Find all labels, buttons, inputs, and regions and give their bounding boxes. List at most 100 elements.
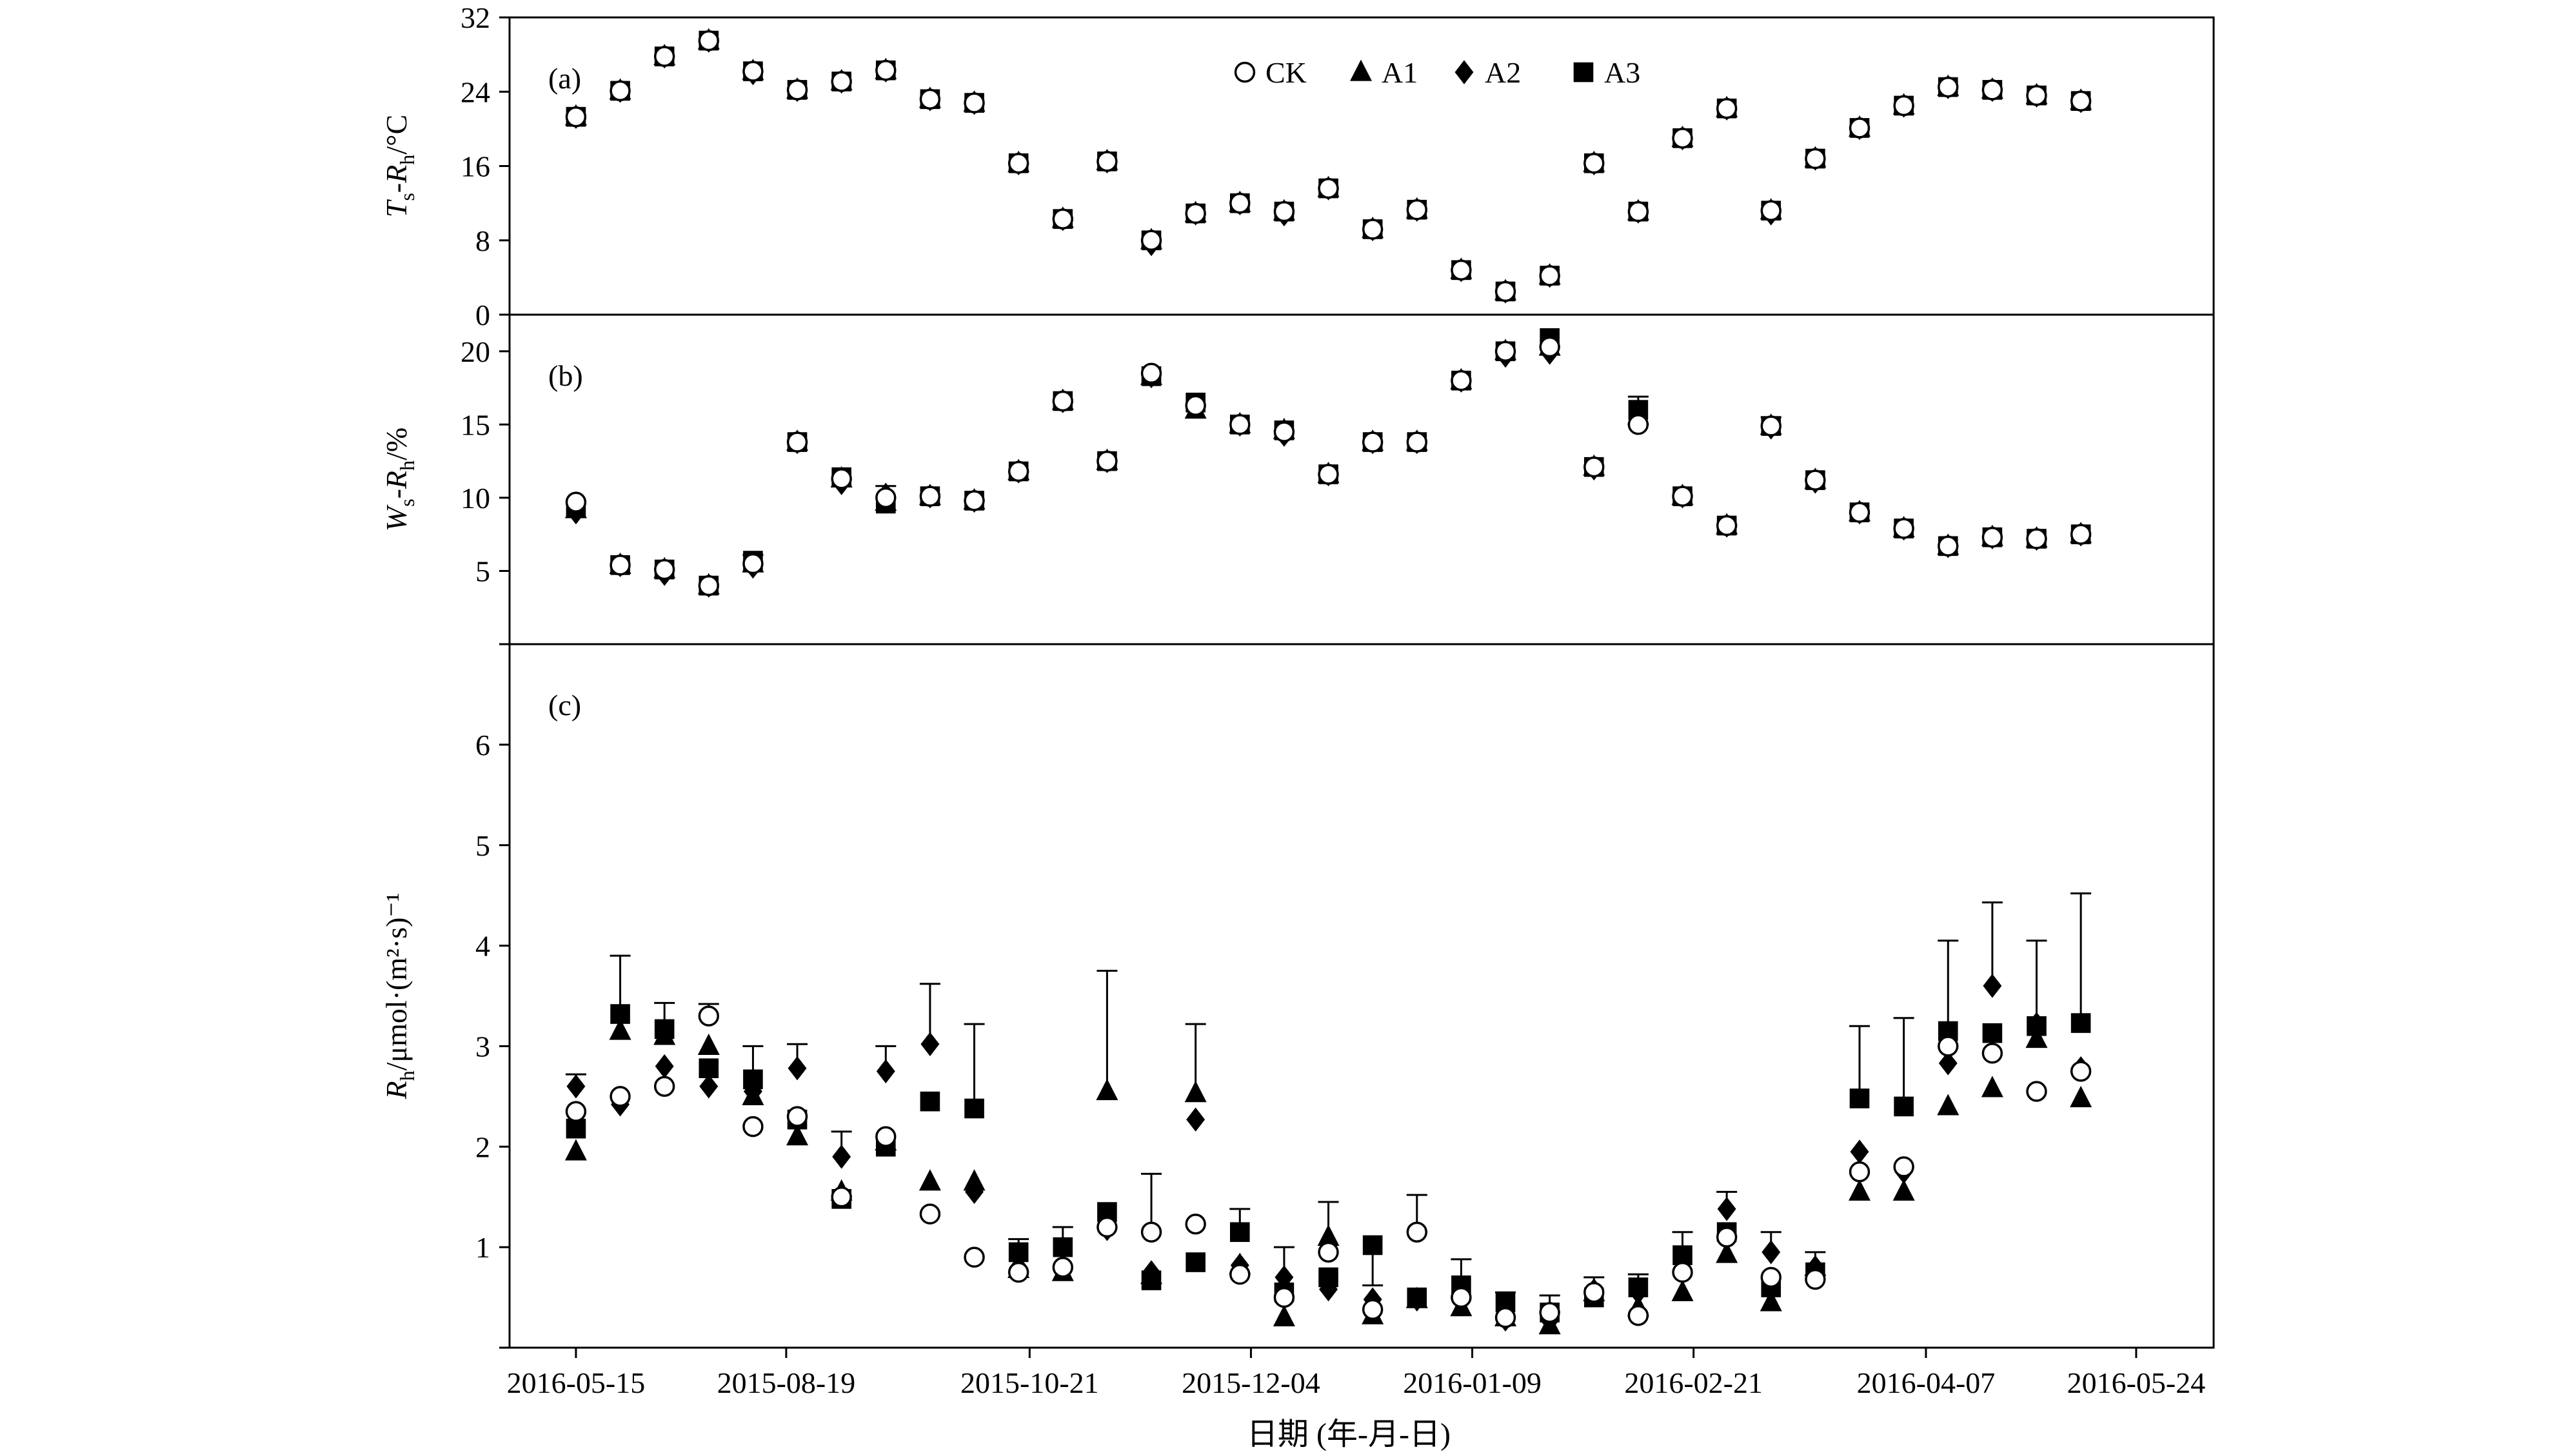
point-ck [831, 71, 852, 92]
panel-1-frame [508, 313, 2215, 645]
point-a1 [1096, 1079, 1118, 1101]
point-a2 [788, 1056, 807, 1081]
point-ck [875, 487, 897, 509]
panel-2-ytick-label: 4 [475, 930, 490, 963]
point-a2 [876, 1059, 895, 1084]
point-ck [1494, 1307, 1516, 1328]
point-ck [1052, 390, 1073, 412]
point-ck [1494, 280, 1516, 302]
point-ck [1007, 460, 1029, 482]
point-a1 [697, 1033, 720, 1056]
panel-1-ytick-label: 20 [461, 335, 490, 368]
point-ck [1406, 1221, 1427, 1243]
point-ck [1716, 515, 1738, 536]
point-ck [1318, 1241, 1339, 1263]
panel-0-ytick-label: 24 [461, 75, 490, 108]
point-a1 [1273, 1304, 1295, 1326]
point-a3 [1362, 1235, 1383, 1255]
point-ck [2026, 1081, 2047, 1102]
point-ck [875, 59, 897, 81]
point-ck [1318, 177, 1339, 199]
point-ck [1938, 535, 1959, 557]
panel-1-label: (b) [548, 359, 583, 392]
point-a1 [1716, 1241, 1738, 1263]
point-ck [964, 490, 985, 511]
point-a1 [1760, 1290, 1782, 1312]
point-ck [742, 1116, 764, 1137]
point-a2 [1186, 1107, 1206, 1132]
point-ck [1627, 201, 1649, 222]
point-ck [610, 555, 631, 576]
x-axis-title: 日期 (年-月-日) [1247, 1417, 1451, 1451]
point-ck [1229, 192, 1251, 214]
panel-0-ylabel: Ts-Rh/°C [380, 115, 419, 218]
panel-2-ytick-label: 1 [475, 1231, 490, 1264]
point-a1 [1538, 1313, 1561, 1335]
point-a2 [1275, 1265, 1294, 1290]
point-ck [1760, 1266, 1781, 1288]
point-a2 [1629, 1280, 1648, 1304]
panel-2-label: (c) [548, 689, 581, 722]
point-a3 [1186, 1252, 1206, 1272]
point-ck [2026, 528, 2047, 549]
point-ck [831, 468, 852, 489]
point-a2 [2027, 1012, 2046, 1036]
point-a1 [2025, 1026, 2048, 1048]
point-a1 [1184, 1081, 1207, 1103]
point-a2 [832, 1145, 851, 1169]
x-tick-label: 2015-12-04 [1182, 1366, 1320, 1399]
point-a1 [653, 1023, 676, 1045]
point-ck [1760, 415, 1781, 437]
point-ck [1185, 202, 1206, 224]
point-a1 [564, 1139, 587, 1161]
point-ck [742, 61, 764, 82]
panel-0-ytick-label: 0 [475, 299, 490, 331]
point-ck [1672, 128, 1693, 149]
point-ck [831, 1186, 852, 1208]
point-ck [1981, 1043, 2003, 1064]
point-ck [1406, 431, 1427, 453]
point-ck [653, 1076, 675, 1097]
point-a3 [1849, 1088, 1870, 1108]
panel-2-ytick-label: 5 [475, 829, 490, 862]
x-tick-label: 2015-08-19 [717, 1366, 856, 1399]
point-a3 [1894, 1096, 1914, 1117]
point-a2 [1983, 974, 2002, 998]
point-a1 [742, 1083, 764, 1105]
point-ck [1539, 1302, 1560, 1323]
point-a1 [1671, 1279, 1694, 1301]
panel-0-label: (a) [548, 62, 581, 95]
point-ck [1849, 1161, 1870, 1183]
point-ck [1627, 1304, 1649, 1326]
point-ck [1716, 97, 1738, 119]
point-ck [1494, 340, 1516, 362]
panel-1-ytick-label: 5 [475, 555, 490, 588]
point-ck [1451, 259, 1472, 281]
legend-marker-a1 [1350, 59, 1372, 81]
point-a1 [1849, 1179, 1871, 1201]
point-ck [1318, 464, 1339, 485]
point-ck [1583, 152, 1605, 174]
point-ck [1229, 1264, 1251, 1285]
legend-marker-a3 [1573, 62, 1594, 83]
point-ck [964, 92, 985, 113]
point-ck [1583, 456, 1605, 478]
point-ck [1096, 151, 1118, 172]
point-a3 [1229, 1222, 1250, 1243]
point-ck [1273, 201, 1295, 222]
point-ck [1007, 152, 1029, 174]
point-ck [1981, 527, 2003, 548]
point-ck [1140, 1221, 1162, 1243]
point-ck [875, 1126, 897, 1147]
point-ck [1583, 1282, 1605, 1303]
point-ck [964, 1246, 985, 1268]
point-ck [1893, 518, 1914, 539]
point-a2 [1938, 1051, 1958, 1076]
point-ck [1007, 1261, 1029, 1283]
point-a3 [964, 1098, 984, 1119]
point-a2 [1761, 1240, 1781, 1264]
point-ck [1451, 370, 1472, 391]
point-ck [653, 558, 675, 580]
point-a2 [1717, 1197, 1736, 1221]
